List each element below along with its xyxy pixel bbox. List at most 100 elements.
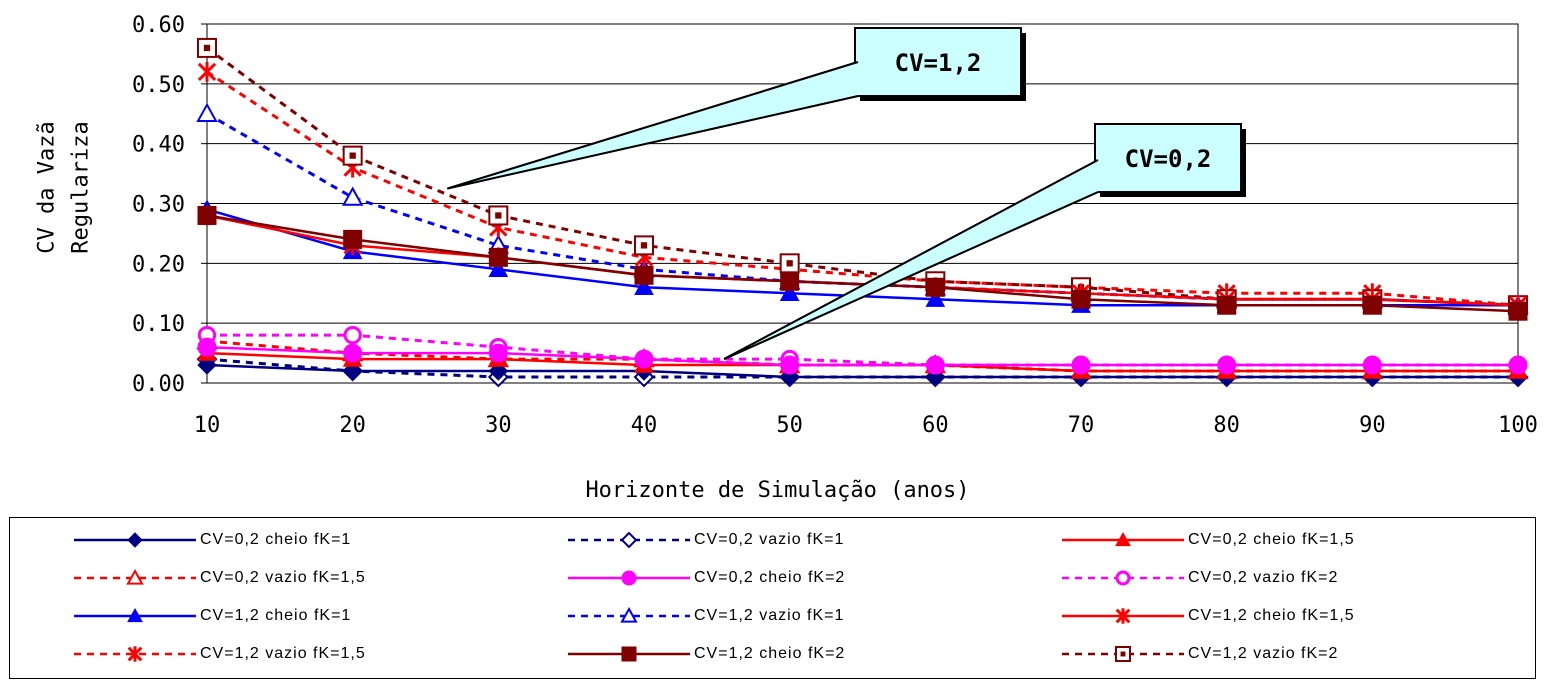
data-point — [621, 570, 637, 586]
legend-label: CV=1,2 cheio fK=1,5 — [1188, 607, 1355, 624]
data-point — [1071, 289, 1091, 309]
series-line-8 — [206, 112, 1519, 307]
x-tick-label: 90 — [1359, 413, 1386, 438]
legend-label: CV=0,2 cheio fK=1 — [200, 531, 352, 548]
legend-swatch — [1062, 531, 1184, 547]
callout: CV=1,2 — [447, 27, 1026, 190]
x-tick-label: 100 — [1498, 413, 1538, 438]
series-line-6 — [207, 333, 1518, 367]
legend-swatch — [74, 646, 196, 662]
data-point — [343, 229, 363, 249]
data-point — [1115, 608, 1131, 624]
data-point — [620, 531, 638, 549]
legend-item: CV=0,2 cheio fK=2 — [566, 562, 1036, 594]
line-chart: CV=1,2 CV=0,2 0.00 0.10 0.20 0.30 0.40 0.50 0.6… — [132, 13, 1538, 438]
legend-swatch — [74, 607, 196, 623]
legend-label: CV=0,2 vazio fK=2 — [1188, 569, 1339, 586]
legend-label: CV=1,2 vazio fK=1,5 — [200, 645, 366, 662]
callout: CV=0,2 — [723, 123, 1246, 360]
series-line-4 — [206, 339, 1518, 373]
data-point — [1115, 570, 1131, 586]
data-point — [1115, 646, 1131, 662]
legend-item: CV=0,2 cheio fK=1 — [72, 524, 542, 556]
legend-swatch — [1062, 608, 1184, 624]
data-point — [343, 343, 363, 363]
data-point — [1362, 355, 1382, 375]
legend-item: CV=1,2 vazio fK=2 — [1060, 638, 1530, 670]
data-point — [634, 277, 654, 295]
data-point — [343, 325, 362, 345]
data-point — [341, 186, 364, 206]
legend-item: CV=1,2 vazio fK=1 — [566, 600, 1036, 632]
data-point — [1362, 295, 1382, 315]
legend-item: CV=0,2 vazio fK=2 — [1060, 562, 1530, 594]
callout-label: CV=0,2 — [1125, 145, 1212, 173]
legend: CV=0,2 cheio fK=1 CV=0,2 vazio fK=1 CV=0,2… — [9, 517, 1536, 679]
data-point — [620, 606, 638, 623]
x-tick-label: 10 — [194, 413, 221, 438]
x-tick-label: 50 — [776, 413, 803, 438]
legend-label: CV=0,2 vazio fK=1,5 — [200, 569, 366, 586]
legend-label: CV=1,2 vazio fK=1 — [694, 607, 845, 624]
data-point — [196, 102, 218, 122]
x-tick-label: 40 — [631, 413, 658, 438]
data-point — [488, 247, 508, 267]
legend-swatch — [1062, 646, 1184, 662]
y-tick-label: 0.50 — [132, 73, 185, 98]
y-tick-label: 0.30 — [132, 193, 185, 218]
y-tick-label: 0.20 — [132, 252, 185, 277]
data-point — [780, 271, 800, 291]
data-point — [1217, 295, 1237, 315]
data-point — [488, 205, 509, 226]
legend-label: CV=0,2 vazio fK=1 — [694, 531, 845, 548]
data-point — [488, 259, 509, 278]
data-point — [780, 355, 800, 375]
legend-item: CV=0,2 vazio fK=1,5 — [72, 562, 542, 594]
legend-swatch — [568, 606, 690, 623]
data-point — [197, 37, 217, 58]
legend-label: CV=0,2 cheio fK=2 — [694, 569, 846, 586]
y-tick-label: 0.00 — [132, 372, 185, 397]
y-tick-label: 0.60 — [132, 13, 185, 38]
data-point — [1508, 355, 1528, 375]
legend-swatch — [568, 646, 690, 662]
legend-swatch — [568, 570, 690, 586]
legend-swatch — [74, 532, 196, 548]
x-tick-label: 30 — [485, 413, 512, 438]
data-point — [197, 205, 217, 225]
legend-swatch — [74, 568, 196, 585]
x-tick-label: 20 — [339, 413, 366, 438]
callout-label: CV=1,2 — [895, 49, 982, 77]
data-point — [1217, 355, 1237, 375]
data-point — [634, 235, 654, 256]
y-axis-label-line2: Regulariza — [68, 121, 94, 254]
data-point — [127, 646, 143, 662]
tick-labels: 0.00 0.10 0.20 0.30 0.40 0.50 0.60 10 20 30 40 50 60… — [132, 13, 1538, 438]
data-point — [621, 646, 637, 662]
data-point — [925, 355, 945, 375]
data-point — [1071, 355, 1091, 375]
data-point — [127, 532, 143, 548]
legend-swatch — [568, 531, 690, 549]
data-point — [634, 349, 654, 369]
legend-label: CV=1,2 cheio fK=2 — [694, 645, 846, 662]
legend-item: CV=1,2 cheio fK=2 — [566, 638, 1036, 670]
data-point — [925, 289, 946, 307]
legend-item: CV=1,2 cheio fK=1 — [72, 600, 542, 632]
data-point — [925, 277, 945, 297]
legend-item: CV=0,2 cheio fK=1,5 — [1060, 524, 1530, 556]
legend-label: CV=0,2 cheio fK=1,5 — [1188, 531, 1355, 548]
legend-item: CV=0,2 vazio fK=1 — [566, 524, 1036, 556]
data-point — [197, 61, 217, 82]
x-tick-label: 60 — [922, 413, 949, 438]
x-axis-label: Horizonte de Simulação (anos) — [585, 478, 970, 503]
y-axis-label-line1: CV da Vazã — [34, 121, 60, 254]
data-point — [197, 337, 217, 357]
legend-label: CV=1,2 cheio fK=1 — [200, 607, 352, 624]
x-tick-label: 70 — [1068, 413, 1095, 438]
x-tick-label: 80 — [1213, 413, 1240, 438]
series-line-10 — [206, 70, 1519, 307]
data-point — [126, 568, 144, 585]
data-point — [1115, 531, 1131, 547]
series-markers — [196, 37, 1529, 388]
